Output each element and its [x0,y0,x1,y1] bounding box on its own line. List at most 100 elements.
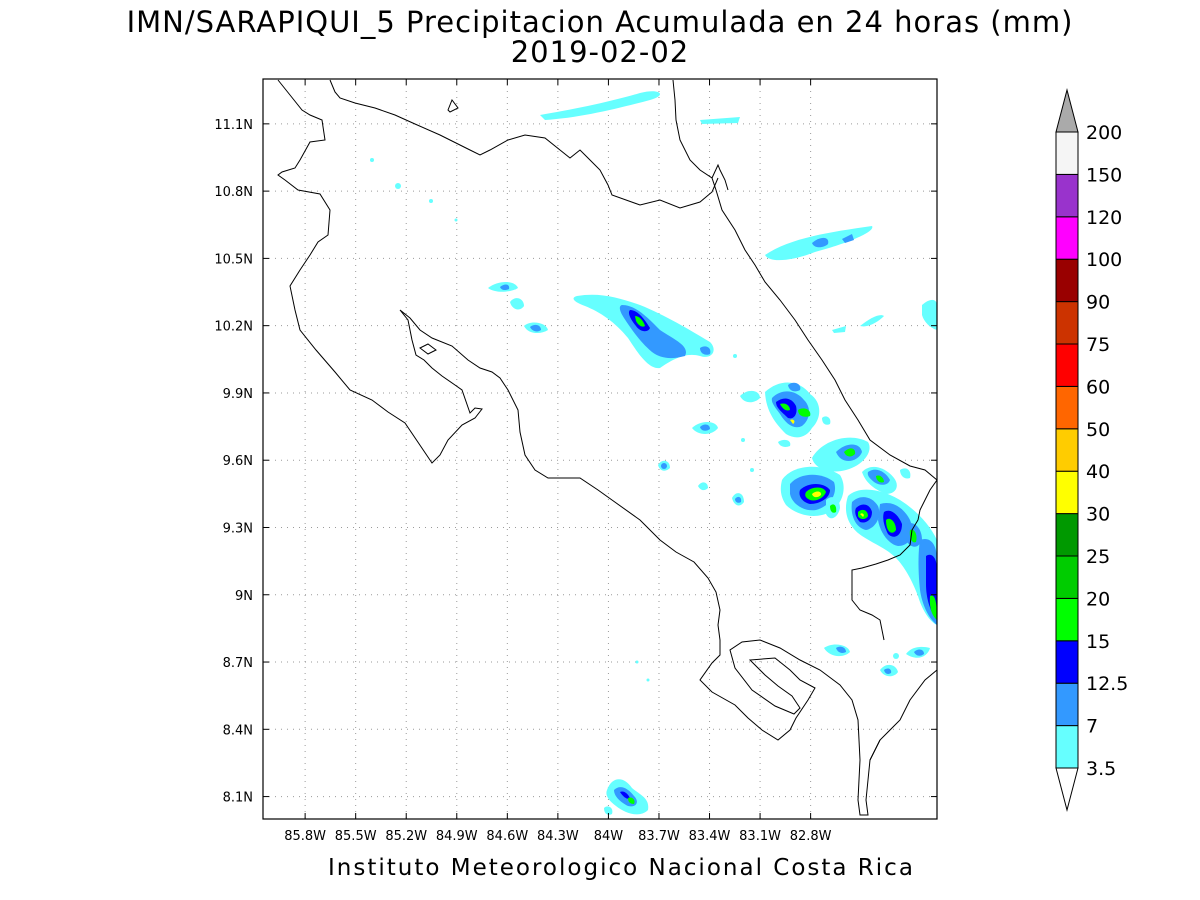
precip-area [646,678,650,682]
colorbar-swatch [1055,258,1079,303]
border [329,79,719,209]
coastlines-and-borders [277,79,937,816]
precip-area [884,668,892,674]
coastline [869,739,881,761]
lon-tick-label: 85.8W [284,829,326,844]
precip-area [812,237,829,248]
colorbar-label: 25 [1086,546,1110,568]
island [419,343,437,355]
latitude-labels: 8.1N 8.4N 8.7N 9N 9.3N 9.6N 9.9N 10.2N 10.5N 10.8… [214,118,253,806]
precip-area [929,595,937,620]
colorbar-swatch [1055,301,1079,345]
precip-area [876,475,884,483]
lon-tick-label: 84.6W [486,829,528,844]
lon-tick-label: 84W [594,829,624,844]
lat-tick-label: 8.1N [223,791,253,806]
colorbar-swatch [1055,513,1079,557]
precip-area [500,284,510,291]
precip-area [860,513,864,517]
precip-area [370,158,374,162]
colorbar-swatch [1055,173,1079,218]
lon-tick-label: 83.4W [689,829,731,844]
colorbar-swatch [1055,343,1079,387]
colorbar-label: 200 [1086,122,1122,144]
colorbar-swatch [1055,725,1079,769]
colorbar-label: 30 [1086,504,1110,526]
border [851,479,937,641]
precip-area [822,416,831,425]
colorbar-label: 75 [1086,334,1110,356]
lon-tick-label: 84.9W [436,829,478,844]
colorbar-top-cap [1055,88,1079,133]
precip-area [780,403,790,411]
colorbar-swatch [1055,470,1079,515]
precip-area [395,183,401,189]
precip-area [812,491,822,498]
coastline [277,79,937,816]
lat-tick-label: 10.2N [214,320,253,335]
precip-area [830,504,837,513]
lat-tick-label: 10.5N [214,252,253,267]
chart-subtitle-date: 2019-02-02 [510,35,690,69]
precip-area [604,806,613,815]
precip-area [900,468,911,479]
colorbar-swatch [1055,682,1079,727]
precip-area [842,234,854,243]
precip-area [628,797,635,804]
lat-tick-label: 9N [235,589,253,604]
colorbar-swatch [1055,640,1079,684]
precip-area [832,326,846,333]
colorbar-label: 7 [1086,716,1098,738]
precip-area [530,324,541,332]
precip-area [914,649,924,656]
colorbar-label: 40 [1086,461,1110,483]
lon-tick-label: 84.3W [537,829,579,844]
lon-tick-label: 83.1W [739,829,781,844]
precip-area [635,660,639,664]
precip-area [922,299,937,330]
colorbar-label: 15 [1086,631,1110,653]
colorbar-label: 150 [1086,164,1122,186]
precip-area [510,298,524,310]
colorbar-swatch [1055,555,1079,599]
colorbar-swatch [1055,597,1079,642]
precip-area [700,346,711,355]
lon-tick-label: 82.8W [790,829,832,844]
footer-credit: Instituto Meteorologico Nacional Costa R… [328,855,915,881]
lat-tick-label: 10.8N [214,185,253,200]
lon-tick-label: 85.2W [385,829,427,844]
colorbar-label: 50 [1086,419,1110,441]
precip-area [824,644,850,657]
colorbar-swatch [1055,385,1079,430]
lon-tick-label: 83.7W [638,829,680,844]
precip-area [635,316,645,327]
axis-ticks [263,79,937,819]
colorbar: 3.5 7 12.5 15 20 25 30 40 50 60 75 90 100 120 150 200 [1055,88,1128,812]
coastline [672,79,937,481]
map-grid [263,79,937,819]
precip-area [733,354,737,358]
colorbar-label: 100 [1086,249,1122,271]
precip-area [661,463,667,469]
precip-area [700,424,710,431]
precip-area [454,218,458,222]
precip-area [788,382,801,392]
lat-tick-label: 8.4N [223,723,253,738]
precip-area [790,419,795,424]
coastline [711,163,729,191]
precip-area [798,408,811,417]
precip-area [778,439,791,447]
colorbar-swatch [1055,428,1079,472]
precip-area [860,315,884,327]
colorbar-bottom-cap [1055,767,1079,812]
lat-tick-label: 9.9N [223,387,253,402]
colorbar-label: 20 [1086,588,1110,610]
lon-tick-label: 85.5W [335,829,377,844]
lat-tick-label: 9.3N [223,521,253,536]
colorbar-label: 60 [1086,376,1110,398]
precip-area [735,496,742,503]
precip-area [836,646,846,653]
precip-area [844,448,856,457]
colorbar-swatch [1055,131,1079,175]
